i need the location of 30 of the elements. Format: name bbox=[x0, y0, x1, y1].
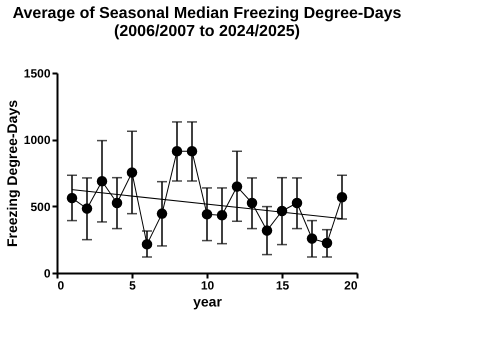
x-tick-label: 5 bbox=[129, 278, 136, 292]
y-tick-label: 1000 bbox=[24, 133, 51, 148]
point bbox=[142, 239, 152, 250]
point bbox=[216, 210, 228, 220]
point bbox=[232, 181, 242, 192]
y-axis-title: Freezing Degree-Days bbox=[4, 100, 20, 248]
point bbox=[172, 146, 182, 156]
point bbox=[66, 192, 78, 204]
point bbox=[306, 233, 318, 244]
point bbox=[156, 208, 168, 219]
point bbox=[322, 238, 332, 248]
point bbox=[292, 198, 302, 208]
chart-title: Average of Seasonal Median Freezing Degree-Days (2006/2007 to 2024/2025) bbox=[12, 5, 402, 40]
point bbox=[336, 192, 348, 202]
point bbox=[126, 167, 138, 178]
point bbox=[96, 176, 108, 186]
point bbox=[112, 198, 122, 208]
x-tick-label: 0 bbox=[58, 278, 64, 292]
point bbox=[246, 198, 258, 208]
x-tick-label: 20 bbox=[344, 278, 358, 292]
y-tick-label: 0 bbox=[44, 266, 51, 280]
x-tick-label: 15 bbox=[276, 278, 290, 292]
point bbox=[82, 203, 92, 214]
y-tick-label: 500 bbox=[30, 200, 51, 214]
y-tick-label: 1500 bbox=[24, 66, 51, 80]
point bbox=[262, 225, 272, 236]
point bbox=[202, 209, 212, 220]
x-axis-title: year bbox=[193, 294, 222, 310]
point bbox=[186, 146, 198, 156]
x-tick-label: 10 bbox=[200, 278, 214, 292]
